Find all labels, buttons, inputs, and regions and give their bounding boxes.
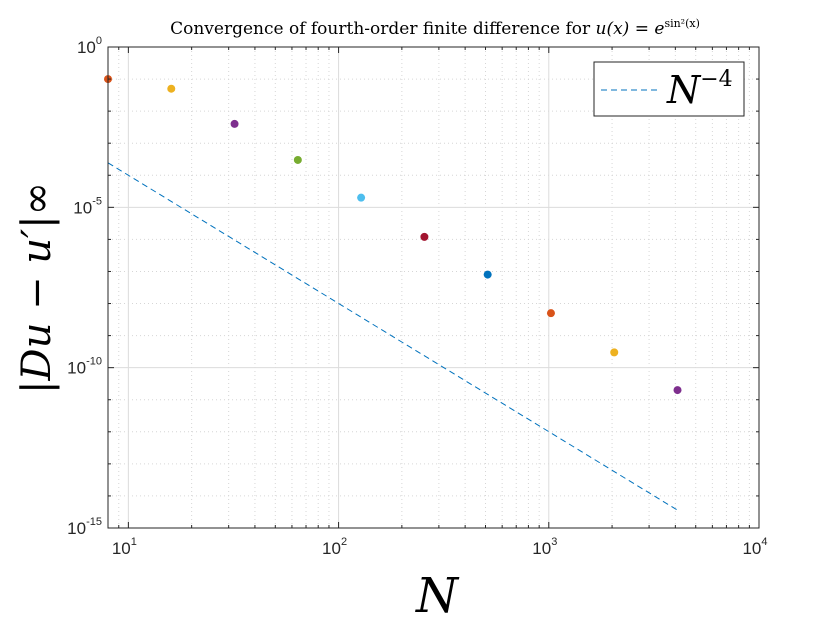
x-tick-label-base: 10: [532, 539, 551, 558]
y-tick-label-exponent: 0: [96, 35, 102, 47]
data-point: [167, 84, 176, 93]
chart-title: Convergence of fourth-order finite diffe…: [170, 17, 700, 39]
x-tick-label-base: 10: [742, 539, 761, 558]
y-tick-label-base: 10: [73, 198, 92, 217]
y-tick-label: 100: [77, 35, 102, 57]
data-point: [357, 193, 366, 202]
x-tick-label: 104: [742, 536, 767, 558]
x-tick-label-base: 10: [322, 539, 341, 558]
y-tick-label-exponent: -10: [86, 356, 102, 368]
data-point: [230, 119, 239, 128]
y-tick-label: 10-15: [67, 516, 102, 538]
data-point: [483, 270, 492, 279]
legend-label-base: N: [666, 68, 702, 112]
y-tick-label: 10-10: [67, 356, 102, 378]
data-point: [420, 232, 429, 241]
x-tick-label-exponent: 2: [341, 536, 347, 548]
x-tick-label: 102: [322, 536, 347, 558]
data-point: [673, 386, 682, 395]
x-tick-label-base: 10: [112, 539, 131, 558]
legend-label-exponent: −4: [700, 67, 732, 92]
x-tick-label-exponent: 3: [551, 536, 557, 548]
x-tick-label: 103: [532, 536, 557, 558]
legend-box: [593, 61, 745, 117]
y-tick-label-exponent: -5: [92, 195, 102, 207]
y-tick-label-base: 10: [77, 38, 96, 57]
y-tick-label-base: 10: [67, 359, 86, 378]
reference-line-n-minus-4: [107, 162, 678, 511]
chart-title-formula: u(x) = e: [596, 19, 665, 39]
chart-title-exponent: sin²(x): [664, 17, 699, 30]
axis-ticks: [108, 46, 760, 529]
data-point: [293, 155, 302, 164]
y-tick-label: 10-5: [73, 195, 102, 217]
y-axis-label: |Du − u′|∞: [14, 182, 60, 394]
chart-title-prefix: Convergence of fourth-order finite diffe…: [170, 19, 595, 39]
y-tick-label-exponent: -15: [86, 516, 102, 528]
data-point: [546, 309, 555, 318]
x-tick-label: 101: [112, 536, 137, 558]
x-tick-label-exponent: 4: [761, 536, 767, 548]
y-tick-label-base: 10: [67, 519, 86, 538]
reference-line-layer: [107, 162, 678, 511]
data-point: [610, 348, 619, 357]
legend: N−4: [593, 61, 745, 117]
x-tick-label-exponent: 1: [131, 536, 137, 548]
grid: [108, 47, 759, 528]
data-points: [104, 75, 682, 395]
legend-label: N−4: [666, 67, 733, 112]
x-axis-label: N: [415, 568, 460, 624]
axes-box: [107, 46, 760, 529]
